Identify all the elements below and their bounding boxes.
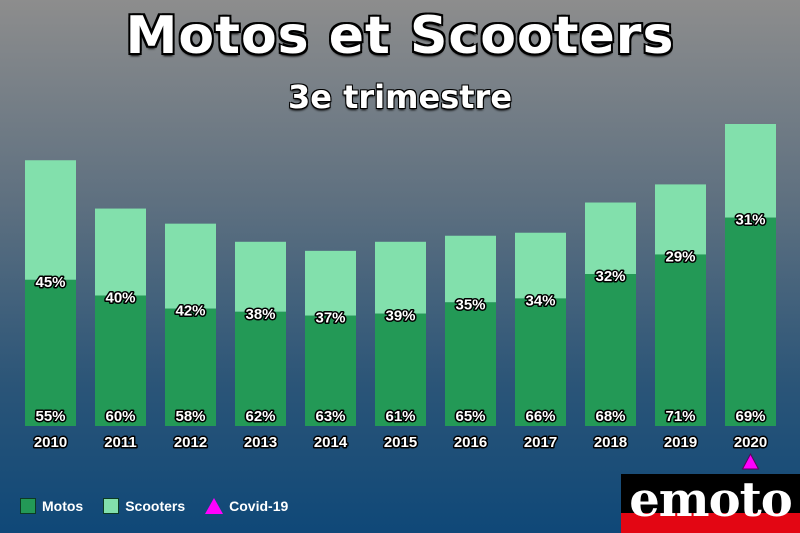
label-motos-2018: 68% [595, 408, 625, 425]
label-motos-2012: 58% [175, 408, 205, 425]
bar-motos-2020 [725, 217, 776, 426]
x-tick-2017: 2017 [524, 434, 557, 451]
bar-scooters-2011 [95, 208, 146, 296]
legend-label-motos: Motos [42, 498, 84, 514]
label-scooters-2011: 40% [105, 290, 135, 307]
label-motos-2017: 66% [525, 408, 555, 425]
x-tick-2016: 2016 [454, 434, 487, 451]
bar-motos-2015 [375, 313, 426, 426]
label-scooters-2020: 31% [735, 212, 765, 229]
label-scooters-2017: 34% [525, 292, 555, 309]
page-subtitle: 3e trimestre [287, 78, 513, 116]
legend-item-covid: Covid-19 [205, 498, 288, 514]
bar-scooters-2010 [25, 160, 76, 280]
x-tick-2018: 2018 [594, 434, 627, 451]
logo-text: emoto [629, 474, 793, 528]
label-scooters-2014: 37% [315, 310, 345, 327]
legend: Motos Scooters Covid-19 [20, 496, 300, 516]
label-scooters-2013: 38% [245, 306, 275, 323]
label-scooters-2016: 35% [455, 296, 485, 313]
bar-motos-2013 [235, 311, 286, 426]
label-motos-2015: 61% [385, 408, 415, 425]
x-tick-2010: 2010 [34, 434, 67, 451]
legend-label-scooters: Scooters [125, 498, 186, 514]
label-motos-2020: 69% [735, 408, 765, 425]
bar-scooters-2013 [235, 241, 286, 312]
label-scooters-2015: 39% [385, 308, 415, 325]
x-tick-2014: 2014 [314, 434, 348, 451]
bar-motos-2017 [515, 298, 566, 426]
legend-swatch-motos [20, 498, 36, 514]
page-title: Motos et Scooters [125, 6, 675, 66]
legend-swatch-scooters [103, 498, 120, 514]
triangle-icon [205, 498, 224, 514]
x-tick-2013: 2013 [244, 434, 277, 451]
logo-red-band [621, 513, 800, 533]
x-tick-2020: 2020 [734, 434, 767, 451]
label-scooters-2019: 29% [665, 248, 695, 265]
covid-marker-2020 [741, 452, 760, 470]
bar-scooters-2015 [375, 241, 426, 314]
bar-motos-2016 [445, 302, 496, 426]
legend-item-motos: Motos [20, 498, 83, 514]
label-motos-2016: 65% [455, 408, 485, 425]
bar-scooters-2019 [655, 184, 706, 255]
legend-item-scooters: Scooters [103, 498, 185, 514]
bar-scooters-2018 [585, 202, 636, 275]
bar-motos-2010 [25, 279, 76, 426]
label-scooters-2010: 45% [35, 274, 65, 291]
x-tick-2012: 2012 [174, 434, 207, 451]
bar-scooters-2012 [165, 223, 216, 309]
x-tick-2019: 2019 [664, 434, 697, 451]
legend-label-covid: Covid-19 [229, 498, 289, 514]
bar-scooters-2017 [515, 232, 566, 299]
bar-motos-2012 [165, 308, 216, 426]
bar-scooters-2016 [445, 235, 496, 303]
x-tick-2015: 2015 [384, 434, 417, 451]
label-motos-2014: 63% [315, 408, 345, 425]
bar-motos-2019 [655, 254, 706, 426]
x-tick-2011: 2011 [104, 434, 137, 451]
bar-motos-2011 [95, 295, 146, 426]
bar-scooters-2020 [725, 124, 776, 218]
bar-motos-2014 [305, 315, 356, 426]
label-scooters-2018: 32% [595, 268, 625, 285]
label-motos-2011: 60% [105, 408, 135, 425]
bar-motos-2018 [585, 274, 636, 426]
label-motos-2010: 55% [35, 408, 65, 425]
emoto-logo: emoto [621, 474, 800, 533]
bar-scooters-2014 [305, 250, 356, 316]
label-motos-2019: 71% [665, 408, 695, 425]
label-scooters-2012: 42% [175, 303, 205, 320]
label-motos-2013: 62% [245, 408, 275, 425]
